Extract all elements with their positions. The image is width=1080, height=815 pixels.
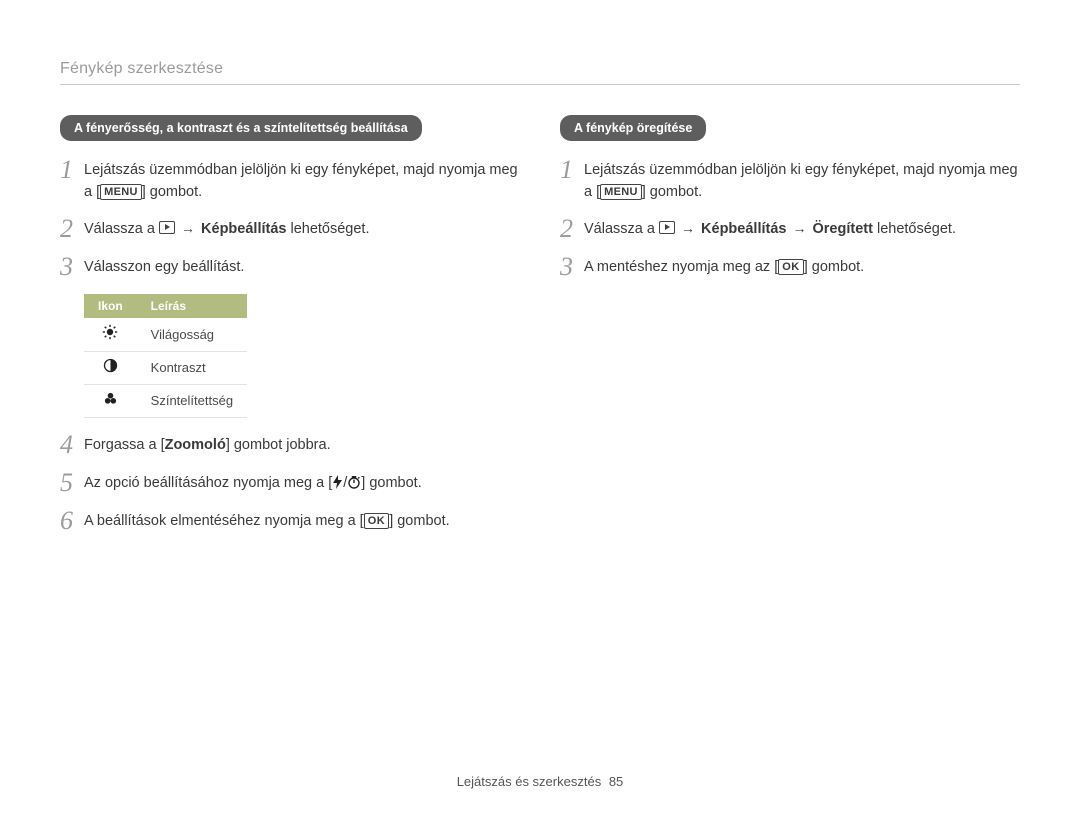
text: A mentéshez nyomja meg az [ [584, 259, 778, 275]
step-number: 2 [560, 216, 584, 242]
text: ] gombot. [142, 184, 202, 200]
text: Az opció beállításához nyomja meg a [ [84, 475, 332, 491]
right-column: A fénykép öregítése 1 Lejátszás üzemmódb… [560, 115, 1020, 548]
timer-icon [347, 475, 361, 491]
left-step-6: 6 A beállítások elmentéséhez nyomja meg … [60, 510, 520, 534]
text: Válasszon egy beállítást. [84, 256, 520, 278]
table-cell: Világosság [137, 318, 247, 352]
table-cell: Kontraszt [137, 351, 247, 384]
bold-text: Képbeállítás [701, 221, 786, 237]
arrow-icon: → [679, 220, 697, 236]
step-number: 3 [560, 254, 584, 280]
table-row: Világosság [84, 318, 247, 352]
arrow-icon: → [790, 220, 808, 236]
right-step-1: 1 Lejátszás üzemmódban jelöljön ki egy f… [560, 159, 1020, 204]
text: lehetőséget. [286, 221, 369, 237]
footer-text: Lejátszás és szerkesztés [457, 774, 602, 789]
left-step-4: 4 Forgassa a [Zoomoló] gombot jobbra. [60, 434, 520, 458]
right-section-heading: A fénykép öregítése [560, 115, 706, 141]
text: A beállítások elmentéséhez nyomja meg a … [84, 513, 364, 529]
left-step-3: 3 Válasszon egy beállítást. [60, 256, 520, 280]
left-step-2: 2 Válassza a → Képbeállítás lehetőséget. [60, 218, 520, 242]
ok-button-label: OK [364, 513, 390, 529]
step-number: 4 [60, 432, 84, 458]
table-row: Színtelítettség [84, 384, 247, 417]
menu-button-label: MENU [100, 184, 142, 200]
play-icon [659, 221, 675, 234]
step-number: 6 [60, 508, 84, 534]
title-rule [60, 84, 1020, 85]
icon-table: Ikon Leírás Világosság [84, 294, 247, 418]
table-cell: Színtelítettség [137, 384, 247, 417]
text: ] gombot. [804, 259, 864, 275]
table-header-desc: Leírás [137, 294, 247, 318]
arrow-icon: → [179, 220, 197, 236]
text: ] gombot. [361, 475, 421, 491]
step-number: 1 [60, 157, 84, 183]
saturation-icon [84, 384, 137, 417]
page-title: Fénykép szerkesztése [60, 60, 1020, 78]
table-header-icon: Ikon [84, 294, 137, 318]
brightness-icon [84, 318, 137, 352]
bold-text: Képbeállítás [201, 221, 286, 237]
text: Forgassa a [ [84, 437, 165, 453]
text: Válassza a [584, 221, 659, 237]
left-step-1: 1 Lejátszás üzemmódban jelöljön ki egy f… [60, 159, 520, 204]
bold-text: Zoomoló [165, 437, 226, 453]
left-steps-cont: 4 Forgassa a [Zoomoló] gombot jobbra. 5 … [60, 434, 520, 534]
text: lehetőséget. [873, 221, 956, 237]
left-column: A fényerősség, a kontraszt és a színtelí… [60, 115, 520, 548]
step-number: 5 [60, 470, 84, 496]
step-number: 1 [560, 157, 584, 183]
play-icon [159, 221, 175, 234]
text: ] gombot. [389, 513, 449, 529]
ok-button-label: OK [778, 259, 804, 275]
two-column-layout: A fényerősség, a kontraszt és a színtelí… [60, 115, 1020, 548]
bold-text: Öregített [813, 221, 873, 237]
page-footer: Lejátszás és szerkesztés 85 [0, 774, 1080, 789]
right-step-3: 3 A mentéshez nyomja meg az [OK] gombot. [560, 256, 1020, 280]
menu-button-label: MENU [600, 184, 642, 200]
left-step-5: 5 Az opció beállításához nyomja meg a [/… [60, 472, 520, 496]
page-number: 85 [609, 774, 623, 789]
text: ] gombot. [642, 184, 702, 200]
left-steps: 1 Lejátszás üzemmódban jelöljön ki egy f… [60, 159, 520, 280]
step-number: 3 [60, 254, 84, 280]
text: ] gombot jobbra. [226, 437, 331, 453]
contrast-icon [84, 351, 137, 384]
right-steps: 1 Lejátszás üzemmódban jelöljön ki egy f… [560, 159, 1020, 280]
flash-icon [332, 475, 343, 491]
table-row: Kontraszt [84, 351, 247, 384]
step-number: 2 [60, 216, 84, 242]
left-section-heading: A fényerősség, a kontraszt és a színtelí… [60, 115, 422, 141]
text: Válassza a [84, 221, 159, 237]
right-step-2: 2 Válassza a → Képbeállítás → Öregített … [560, 218, 1020, 242]
